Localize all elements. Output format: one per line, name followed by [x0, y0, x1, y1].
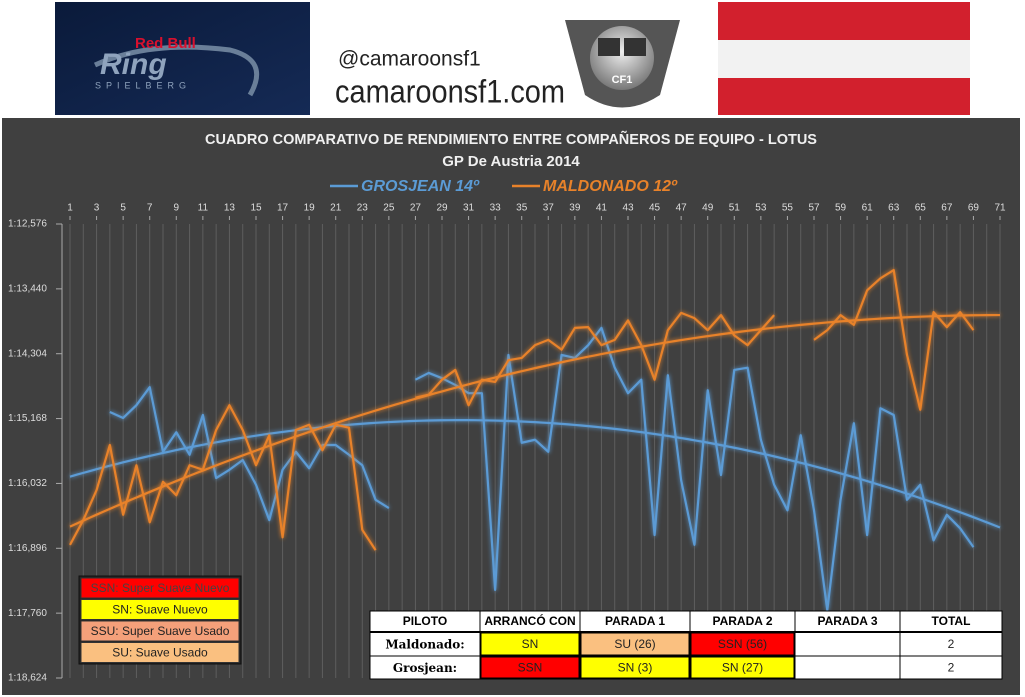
logo-place: SPIELBERG — [95, 80, 191, 90]
x-tick-label: 57 — [808, 203, 820, 214]
x-tick-label: 39 — [569, 203, 581, 214]
x-tick-label: 17 — [277, 203, 289, 214]
x-tick-label: 27 — [410, 203, 422, 214]
x-tick-label: 15 — [250, 203, 262, 214]
table-cell-text: 2 — [948, 637, 955, 651]
x-tick-label: 31 — [463, 203, 475, 214]
x-tick-label: 29 — [436, 203, 448, 214]
tyre-label: SSU: Super Suave Usado — [91, 624, 230, 638]
badge-text: CF1 — [612, 74, 633, 86]
series-line — [109, 326, 975, 612]
table-header: PARADA 2 — [712, 614, 772, 628]
x-tick-label: 11 — [198, 203, 209, 214]
tyre-label: SSN: Super Suave Nuevo — [91, 581, 230, 595]
x-tick-label: 53 — [755, 203, 767, 214]
logo-panel — [55, 2, 310, 115]
x-tick-label: 69 — [968, 203, 980, 214]
y-tick-label: 1:18,624 — [8, 673, 47, 684]
x-tick-label: 33 — [490, 203, 502, 214]
x-tick-label: 61 — [862, 203, 874, 214]
logo-track — [93, 44, 260, 97]
tyre-swatch — [80, 642, 240, 663]
x-tick-label: 41 — [596, 203, 608, 214]
x-tick-label: 51 — [729, 203, 741, 214]
y-tick-label: 1:16,896 — [8, 543, 47, 554]
table-header: TOTAL — [932, 614, 971, 628]
x-tick-label: 25 — [383, 203, 395, 214]
x-tick-label: 59 — [835, 203, 847, 214]
header: Red Bull Ring SPIELBERG @camaroonsf1 cam… — [55, 2, 970, 115]
table-header: ARRANCÓ CON — [484, 613, 575, 628]
x-tick-label: 71 — [994, 203, 1006, 214]
x-tick-label: 3 — [94, 203, 100, 214]
y-tick-label: 1:16,032 — [8, 478, 47, 489]
chart-subtitle: GP De Austria 2014 — [442, 153, 580, 170]
legend-label: MALDONADO 12º — [543, 178, 678, 195]
table-cell — [580, 656, 690, 679]
x-tick-label: 19 — [304, 203, 316, 214]
table-cell-text: SU (26) — [614, 637, 655, 651]
logo-word: Ring — [100, 48, 167, 81]
series-line — [69, 268, 975, 551]
x-tick-label: 37 — [543, 203, 555, 214]
site: camaroonsf1.com — [335, 73, 565, 109]
table-cell-text: 2 — [948, 661, 955, 675]
logo-brand: Red Bull — [135, 35, 196, 52]
handle: @camaroonsf1 — [338, 48, 481, 71]
table-cell-text: Grosjean: — [393, 661, 457, 675]
table-cell-text: Maldonado: — [385, 638, 464, 652]
y-tick-label: 1:15,168 — [8, 413, 47, 424]
x-tick-label: 43 — [622, 203, 634, 214]
x-tick-label: 45 — [649, 203, 661, 214]
tyre-label: SU: Suave Usado — [112, 646, 208, 660]
tyre-swatch — [80, 620, 240, 642]
x-tick-label: 55 — [782, 203, 794, 214]
x-tick-label: 23 — [357, 203, 369, 214]
table-header: PILOTO — [403, 614, 447, 628]
tyre-swatch — [80, 577, 240, 599]
y-tick-label: 1:14,304 — [8, 348, 47, 359]
table-header: PARADA 1 — [605, 614, 665, 628]
x-tick-label: 35 — [516, 203, 528, 214]
x-tick-label: 67 — [941, 203, 953, 214]
x-tick-label: 13 — [224, 203, 236, 214]
x-tick-label: 49 — [702, 203, 714, 214]
badge-flag — [624, 38, 646, 56]
tyre-swatch — [80, 599, 240, 620]
y-tick-label: 1:17,760 — [8, 608, 47, 619]
x-tick-label: 21 — [330, 203, 342, 214]
table-cell-text: SN (27) — [722, 661, 763, 675]
x-tick-label: 7 — [147, 203, 153, 214]
x-tick-label: 63 — [888, 203, 900, 214]
x-tick-label: 9 — [174, 203, 180, 214]
x-tick-label: 5 — [120, 203, 126, 214]
table-cell — [480, 656, 580, 679]
table-cell-text: SSN (56) — [718, 637, 767, 651]
y-tick-label: 1:13,440 — [8, 283, 47, 294]
table-header: PARADA 3 — [817, 614, 877, 628]
chart-title: CUADRO COMPARATIVO DE RENDIMIENTO ENTRE … — [205, 130, 817, 148]
flag-white — [718, 40, 970, 78]
legend-label: GROSJEAN 14º — [361, 178, 480, 195]
trendline — [69, 313, 1001, 528]
table-cell-text: SN (3) — [618, 661, 653, 675]
table-cell-text: SN — [522, 637, 539, 651]
tyre-label: SN: Suave Nuevo — [112, 603, 208, 617]
x-tick-label: 65 — [915, 203, 927, 214]
table-cell-text: SSN — [518, 661, 543, 675]
y-tick-label: 1:12,576 — [8, 219, 47, 230]
badge-flag — [598, 38, 620, 56]
x-tick-label: 1 — [67, 203, 73, 214]
x-tick-label: 47 — [676, 203, 688, 214]
table-cell — [690, 656, 795, 679]
